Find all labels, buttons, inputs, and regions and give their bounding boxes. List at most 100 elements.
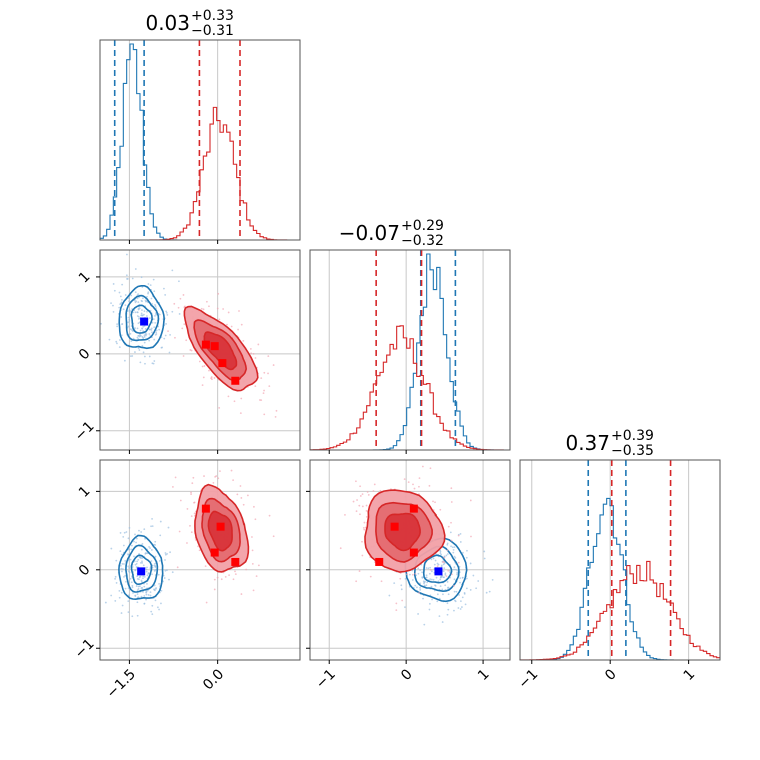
sample-point-blue	[393, 582, 396, 585]
sample-point-red	[200, 307, 203, 310]
sample-point-blue	[158, 608, 160, 611]
sample-point-blue	[123, 531, 126, 534]
sample-point-red	[186, 542, 188, 544]
sample-point-blue	[143, 310, 146, 313]
sample-point-blue	[146, 295, 148, 298]
sample-point-red	[260, 399, 263, 401]
sample-point-blue	[115, 340, 118, 343]
sample-point-blue	[453, 578, 456, 581]
sample-point-blue	[128, 316, 130, 319]
sample-point-blue	[140, 312, 143, 315]
sample-point-blue	[136, 560, 139, 563]
sample-point-red	[367, 494, 370, 496]
sample-point-blue	[164, 569, 167, 572]
joint-panel-3-1: −1.5 0.0 −1 0 1	[72, 459, 301, 702]
sample-point-blue	[167, 526, 170, 529]
histogram-blue	[310, 253, 510, 451]
sample-point-blue	[459, 600, 462, 603]
sample-point-red	[167, 330, 169, 333]
sample-point-red	[272, 364, 275, 366]
sample-point-blue	[165, 323, 167, 325]
x-tick-label: −1	[515, 666, 541, 692]
sample-point-blue	[118, 596, 121, 599]
sample-point-blue	[164, 559, 166, 561]
sample-point-blue	[144, 299, 147, 302]
sample-point-red	[275, 409, 278, 412]
sample-point-red	[193, 501, 196, 504]
sample-point-blue	[143, 528, 146, 531]
sample-point-blue	[432, 578, 435, 581]
sample-point-blue	[148, 339, 151, 342]
sample-point-red	[205, 300, 208, 303]
sample-point-red	[215, 475, 218, 477]
sample-point-blue	[128, 571, 131, 574]
sample-point-blue	[169, 551, 171, 554]
sample-point-blue	[442, 563, 445, 566]
sample-point-blue	[132, 330, 134, 332]
sample-point-red	[182, 355, 185, 357]
sample-point-blue	[112, 304, 114, 307]
sample-point-blue	[456, 573, 458, 576]
sample-point-red	[365, 509, 368, 512]
sample-point-blue	[454, 568, 457, 571]
marginal-title-median: 0.37	[565, 431, 610, 455]
marker-red	[201, 504, 210, 513]
sample-point-blue	[166, 314, 169, 316]
marker-blue	[140, 317, 149, 326]
sample-point-blue	[171, 269, 174, 272]
sample-point-blue	[139, 333, 141, 336]
sample-point-red	[228, 574, 230, 576]
sample-point-blue	[146, 310, 148, 313]
sample-point-blue	[128, 297, 130, 300]
sample-point-blue	[444, 584, 447, 587]
contour-line-blue	[118, 285, 166, 350]
sample-point-blue	[445, 554, 448, 557]
sample-point-blue	[142, 575, 145, 578]
sample-point-blue	[439, 578, 442, 581]
sample-point-blue	[116, 342, 118, 345]
sample-point-red	[363, 521, 366, 524]
sample-point-blue	[459, 532, 462, 535]
sample-point-blue	[149, 547, 151, 550]
sample-point-blue	[462, 551, 464, 554]
sample-point-blue	[116, 325, 119, 328]
sample-point-blue	[147, 291, 150, 294]
sample-point-red	[172, 486, 174, 488]
sample-point-red	[344, 513, 346, 516]
sample-point-red	[217, 292, 220, 295]
sample-point-blue	[138, 578, 140, 581]
sample-point-blue	[137, 293, 140, 296]
sample-point-blue	[475, 587, 478, 590]
x-tick-label: 0.0	[200, 666, 227, 693]
sample-point-blue	[404, 606, 406, 609]
sample-point-red	[192, 476, 195, 479]
sample-point-blue	[128, 526, 131, 529]
sample-point-blue	[134, 311, 137, 314]
sample-point-red	[253, 505, 255, 508]
sample-point-blue	[169, 333, 171, 336]
sample-point-blue	[142, 325, 145, 328]
sample-point-red	[428, 484, 431, 487]
sample-point-blue	[129, 355, 132, 358]
sample-point-red	[203, 475, 205, 477]
sample-point-red	[213, 377, 216, 379]
sample-point-blue	[433, 563, 436, 566]
sample-point-blue	[461, 596, 464, 599]
sample-point-blue	[136, 589, 139, 592]
sample-point-blue	[164, 294, 167, 296]
y-tick-label: 0	[76, 562, 94, 580]
sample-point-blue	[457, 607, 460, 609]
sample-point-blue	[123, 575, 125, 578]
sample-point-blue	[154, 555, 157, 558]
sample-point-blue	[446, 553, 449, 555]
sample-point-blue	[124, 304, 127, 307]
sample-point-blue	[141, 309, 143, 312]
sample-point-blue	[439, 552, 442, 555]
sample-point-blue	[453, 609, 455, 612]
sample-point-blue	[461, 576, 464, 579]
sample-point-blue	[152, 278, 155, 281]
sample-point-blue	[435, 576, 438, 579]
contour-fill-red	[203, 331, 238, 371]
sample-point-red	[237, 328, 239, 331]
sample-point-blue	[127, 325, 130, 328]
